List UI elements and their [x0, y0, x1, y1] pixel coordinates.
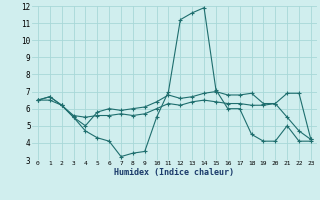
X-axis label: Humidex (Indice chaleur): Humidex (Indice chaleur)	[115, 168, 234, 177]
